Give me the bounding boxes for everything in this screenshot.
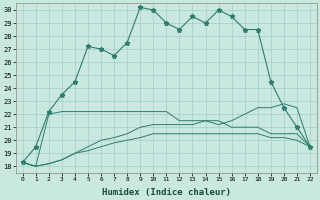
X-axis label: Humidex (Indice chaleur): Humidex (Indice chaleur) [102,188,231,197]
